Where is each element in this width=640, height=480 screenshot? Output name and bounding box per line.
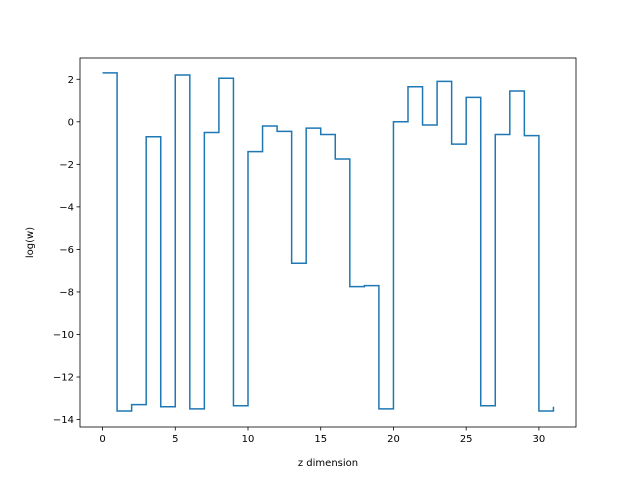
x-axis-ticks: 0 5 10 15 20 25 30 xyxy=(99,427,545,445)
y-tick-label: −12 xyxy=(53,373,74,384)
y-tick-label: 0 xyxy=(68,117,74,128)
y-tick-label: −14 xyxy=(53,415,74,426)
x-tick-label: 0 xyxy=(99,434,105,445)
x-tick-label: 10 xyxy=(242,434,255,445)
x-axis-label: z dimension xyxy=(298,458,358,469)
plot-area xyxy=(80,58,576,427)
y-tick-label: −4 xyxy=(59,202,74,213)
x-tick-label: 15 xyxy=(314,434,327,445)
x-tick-label: 5 xyxy=(172,434,178,445)
y-axis-label: log(w) xyxy=(25,227,36,258)
x-tick-label: 25 xyxy=(460,434,473,445)
y-tick-label: 2 xyxy=(68,75,74,86)
y-tick-label: −10 xyxy=(53,330,74,341)
x-tick-label: 30 xyxy=(533,434,546,445)
plot-frame xyxy=(79,57,577,428)
series-layer xyxy=(102,72,555,412)
y-tick-label: −6 xyxy=(59,245,74,256)
series-line xyxy=(102,72,555,412)
y-axis-ticks: −14 −12 −10 −8 −6 −4 −2 0 2 xyxy=(53,75,80,426)
x-tick-label: 20 xyxy=(387,434,400,445)
y-tick-label: −2 xyxy=(59,160,74,171)
y-tick-label: −8 xyxy=(59,287,74,298)
